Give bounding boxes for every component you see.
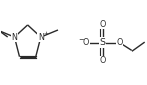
Text: N: N [11,33,17,42]
Text: N: N [38,33,44,42]
Text: O: O [116,38,123,47]
Text: +: + [43,31,48,36]
Text: O: O [83,38,89,47]
Text: S: S [100,38,106,47]
Text: O: O [99,20,106,29]
Text: −: − [78,37,84,43]
Text: O: O [99,56,106,65]
